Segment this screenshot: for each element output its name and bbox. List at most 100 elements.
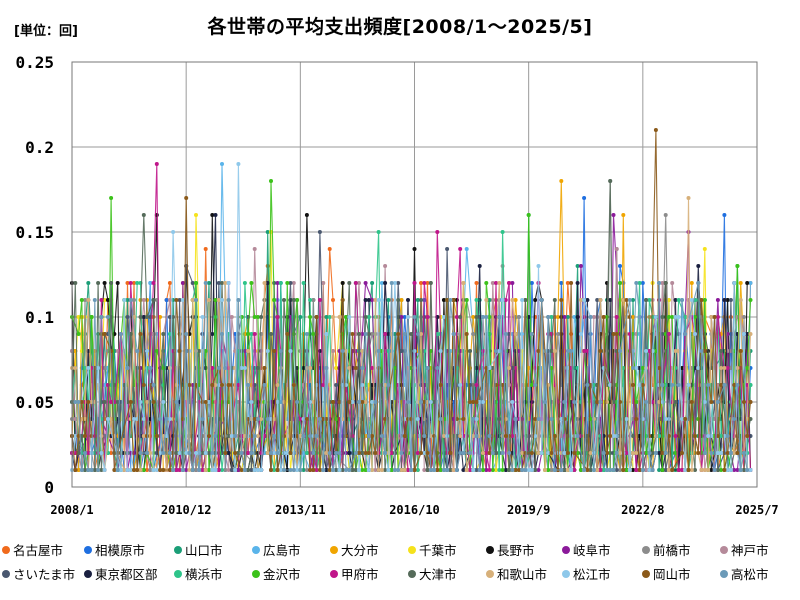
- data-point: [745, 366, 750, 370]
- data-point: [167, 315, 172, 319]
- data-point: [210, 468, 215, 472]
- legend-label: 岡山市: [653, 567, 691, 582]
- data-point: [360, 349, 365, 353]
- data-point: [709, 315, 714, 319]
- data-point: [415, 298, 420, 302]
- data-point: [461, 281, 466, 285]
- data-point: [344, 468, 348, 472]
- data-point: [520, 451, 525, 455]
- data-point: [370, 332, 375, 336]
- data-point: [588, 468, 593, 472]
- data-point: [640, 468, 645, 472]
- data-point: [435, 230, 440, 234]
- data-point: [441, 434, 446, 438]
- data-point: [132, 417, 136, 421]
- data-point: [105, 417, 110, 421]
- data-point: [399, 349, 404, 353]
- legend-label: 千葉市: [419, 543, 457, 558]
- data-point: [702, 468, 707, 472]
- legend-item: 長野市: [486, 540, 535, 559]
- data-point: [513, 332, 518, 336]
- data-point: [441, 468, 446, 472]
- data-point: [213, 298, 218, 302]
- data-point: [543, 468, 547, 472]
- data-point: [706, 434, 711, 438]
- data-point: [141, 213, 146, 217]
- data-point: [233, 451, 238, 455]
- data-point: [96, 366, 101, 370]
- data-point: [317, 417, 322, 421]
- data-point: [370, 468, 375, 472]
- x-tick-label: 2008/1: [50, 503, 93, 517]
- data-point: [259, 417, 264, 421]
- data-point: [634, 366, 639, 370]
- data-point: [76, 400, 81, 404]
- data-point: [239, 366, 244, 370]
- data-point: [510, 298, 515, 302]
- data-point: [539, 298, 544, 302]
- data-point: [73, 281, 78, 285]
- data-point: [151, 281, 156, 285]
- data-point: [477, 264, 482, 268]
- data-point: [262, 366, 267, 370]
- data-point: [73, 400, 78, 404]
- data-point: [242, 468, 247, 472]
- data-point: [324, 366, 329, 370]
- data-point: [109, 281, 114, 285]
- data-point: [644, 400, 649, 404]
- data-point: [445, 298, 450, 302]
- data-point: [353, 451, 358, 455]
- data-point: [484, 315, 489, 319]
- data-point: [680, 298, 684, 302]
- data-point: [487, 434, 492, 438]
- data-point: [709, 400, 714, 404]
- data-point: [141, 383, 146, 387]
- data-point: [728, 298, 733, 302]
- data-point: [370, 434, 375, 438]
- data-point: [464, 298, 469, 302]
- data-point: [415, 468, 420, 472]
- data-point: [73, 417, 78, 421]
- data-point: [562, 451, 567, 455]
- data-point: [79, 468, 84, 472]
- data-point: [719, 349, 724, 353]
- data-point: [536, 451, 541, 455]
- data-point: [376, 349, 381, 353]
- data-point: [591, 468, 596, 472]
- data-point: [529, 281, 534, 285]
- data-point: [474, 434, 479, 438]
- data-point: [148, 451, 153, 455]
- data-point: [357, 468, 361, 472]
- data-point: [598, 400, 603, 404]
- data-point: [614, 332, 619, 336]
- data-point: [572, 400, 577, 404]
- data-point: [670, 383, 675, 387]
- legend-label: 名古屋市: [13, 543, 64, 558]
- data-point: [363, 400, 368, 404]
- data-point: [389, 281, 394, 285]
- legend-label: 高松市: [731, 567, 769, 582]
- data-point: [128, 468, 133, 472]
- data-point: [702, 298, 707, 302]
- legend-label: 山口市: [185, 543, 223, 558]
- data-point: [507, 451, 512, 455]
- data-point: [422, 400, 427, 404]
- data-point: [484, 281, 489, 285]
- data-point: [171, 468, 176, 472]
- data-point: [360, 400, 365, 404]
- data-point: [265, 451, 270, 455]
- data-point: [461, 417, 466, 421]
- legend-item: 神戸市: [720, 540, 769, 559]
- data-point: [226, 451, 231, 455]
- data-point: [265, 349, 270, 353]
- data-point: [151, 383, 156, 387]
- data-point: [660, 281, 665, 285]
- data-point: [167, 417, 172, 421]
- data-point: [412, 247, 417, 251]
- data-point: [203, 451, 208, 455]
- data-point: [715, 451, 720, 455]
- data-point: [549, 417, 554, 421]
- data-point: [311, 298, 316, 302]
- legend-marker: [562, 545, 570, 554]
- data-point: [715, 315, 720, 319]
